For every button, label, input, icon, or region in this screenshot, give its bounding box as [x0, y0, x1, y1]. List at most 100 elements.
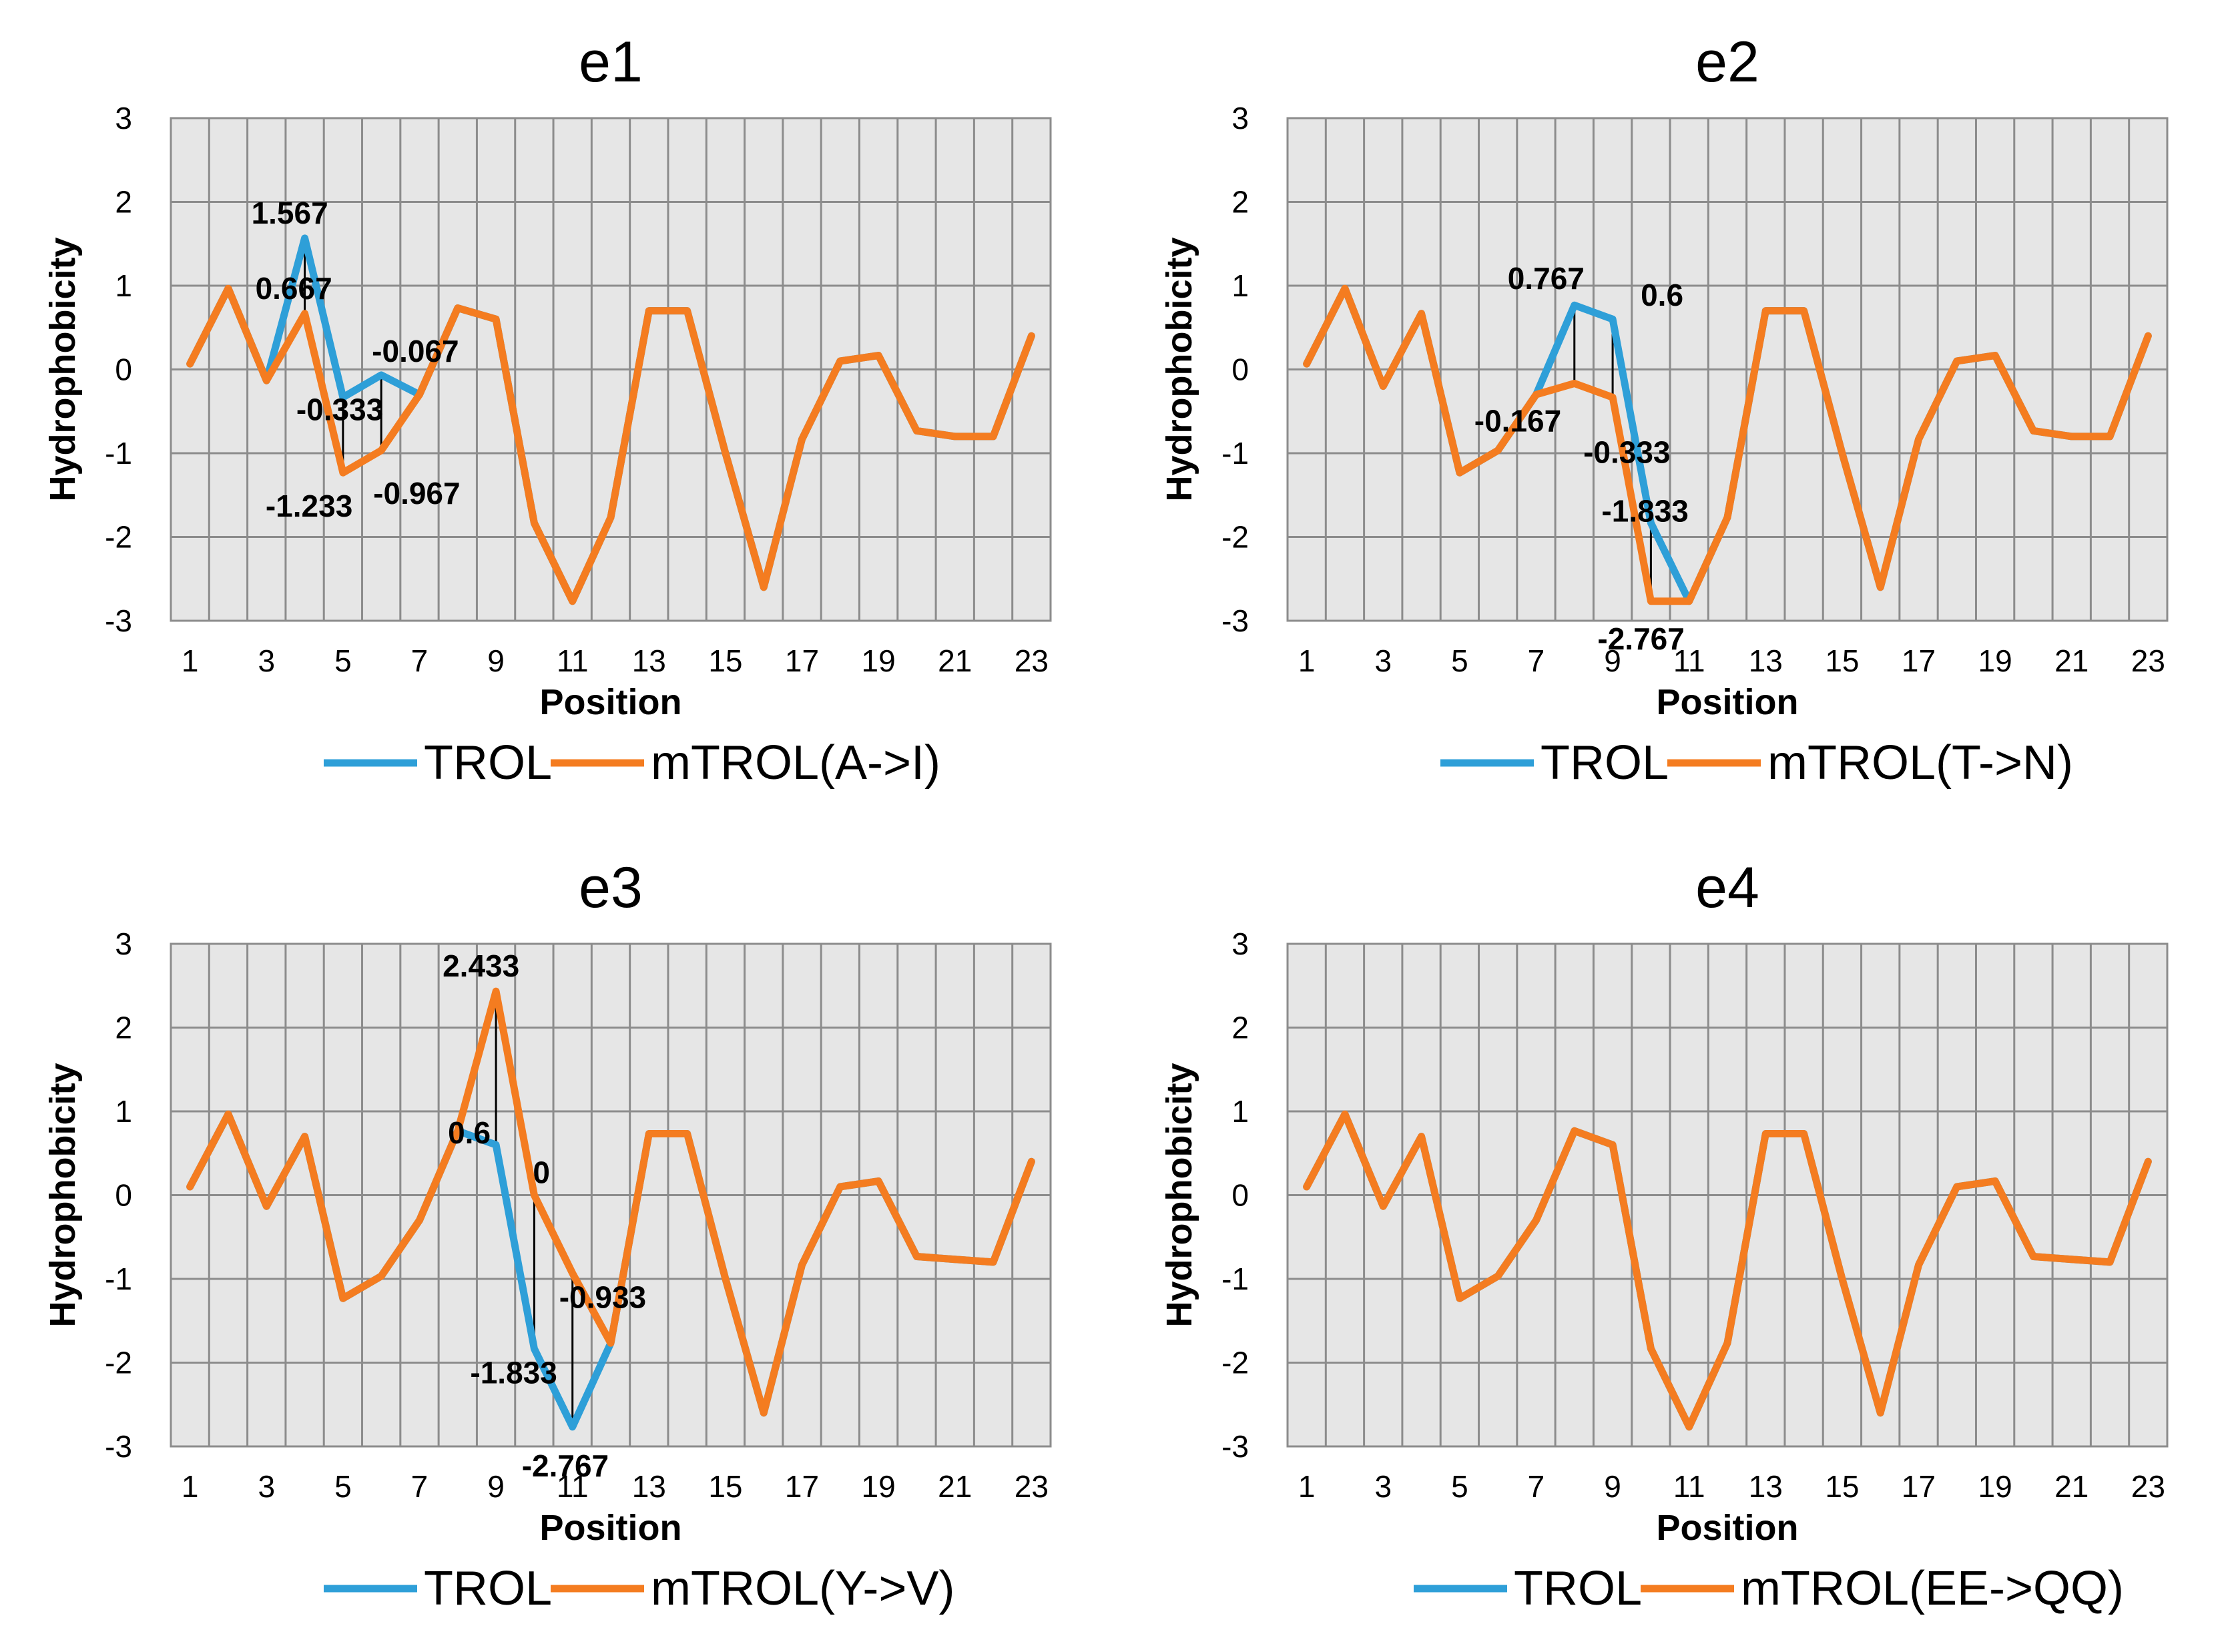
series-line-mtrol: [1303, 284, 2152, 605]
y-tick-label: -2: [105, 520, 132, 555]
chart-title: e3: [579, 856, 643, 920]
data-label: -2.767: [1597, 621, 1684, 656]
x-tick-label: 23: [1015, 1469, 1049, 1504]
x-tick-label: 19: [1978, 643, 2012, 678]
x-tick-label: 3: [1374, 1469, 1392, 1504]
x-tick-label: 9: [487, 643, 505, 678]
series-line-mtrol: [186, 284, 1035, 605]
legend: TROL mTROL(Y->V): [324, 1562, 954, 1615]
y-axis-label: Hydrophobicity: [1159, 1063, 1199, 1327]
legend: TROL mTROL(T->N): [1440, 736, 2073, 790]
x-tick-label: 17: [785, 643, 819, 678]
x-tick-label: 1: [182, 1469, 199, 1504]
y-tick-label: 0: [1231, 352, 1249, 387]
x-tick-label: 21: [938, 1469, 972, 1504]
x-tick-label: 9: [487, 1469, 505, 1504]
y-tick-label: -1: [1221, 1262, 1249, 1296]
x-axis-label: Position: [1657, 682, 1799, 722]
legend: TROL mTROL(A->I): [324, 736, 940, 790]
y-tick-label: 3: [1231, 101, 1249, 135]
data-label: 1.567: [252, 196, 328, 230]
x-tick-label: 13: [632, 643, 666, 678]
data-label: -0.167: [1474, 403, 1561, 438]
data-label: -0.333: [1583, 435, 1670, 469]
y-tick-label: 1: [115, 268, 132, 303]
x-tick-label: 7: [411, 1469, 429, 1504]
y-axis-label: Hydrophobicity: [43, 1063, 83, 1327]
chart-title: e4: [1695, 856, 1759, 920]
chart-panel-e2: e2 3 2 1 0 -1 -2 -3 1 3 5 7 9 11 13 15 17 19 21 23 Position H…: [1117, 0, 2233, 826]
x-tick-label: 1: [1298, 643, 1316, 678]
x-tick-label: 13: [1749, 643, 1783, 678]
x-tick-label: 9: [1604, 1469, 1621, 1504]
data-label: 0.667: [256, 271, 332, 306]
x-tick-label: 5: [1451, 1469, 1468, 1504]
x-tick-label: 23: [1015, 643, 1049, 678]
chart-title: e2: [1695, 30, 1759, 94]
data-label: 0.6: [448, 1115, 491, 1150]
x-tick-label: 3: [1374, 643, 1392, 678]
x-tick-label: 7: [1528, 643, 1545, 678]
x-tick-label: 15: [1825, 1469, 1859, 1504]
chart-panel-e3: e3 3 2 1 0 -1 -2 -3 1 3 5 7 9 11 13 15 17 19 21 23 Position H…: [0, 826, 1117, 1651]
data-label: -2.767: [522, 1448, 609, 1483]
x-axis-label: Position: [1657, 1508, 1799, 1548]
legend-label-mtrol: mTROL(A->I): [651, 736, 940, 790]
series-line-mtrol: [1303, 1110, 2152, 1431]
x-tick-label: 21: [2054, 1469, 2088, 1504]
data-label: -1.833: [1601, 494, 1688, 529]
x-tick-label: 23: [2131, 1469, 2165, 1504]
legend-label-mtrol: mTROL(Y->V): [651, 1562, 954, 1615]
x-tick-label: 5: [334, 1469, 352, 1504]
x-tick-label: 1: [182, 643, 199, 678]
y-tick-label: -1: [105, 436, 132, 471]
y-tick-label: -3: [105, 603, 132, 638]
data-label: -0.333: [296, 392, 383, 427]
data-label: -1.233: [266, 489, 352, 523]
x-tick-label: 15: [708, 643, 742, 678]
y-tick-label: -3: [1221, 1429, 1249, 1464]
data-label: -0.967: [373, 476, 460, 511]
data-label: 0.6: [1641, 278, 1683, 312]
y-tick-label: 1: [1231, 268, 1249, 303]
y-tick-label: 0: [115, 1178, 132, 1213]
x-tick-label: 11: [1673, 643, 1705, 678]
x-tick-label: 13: [632, 1469, 666, 1504]
y-tick-label: -1: [1221, 436, 1249, 471]
chart-panel-e4: e4 3 2 1 0 -1 -2 -3 1 3 5 7 9 11 13 15 17 19 21 23 Position H…: [1117, 826, 2233, 1651]
legend-label-trol: TROL: [1514, 1562, 1642, 1615]
legend-label-trol: TROL: [1541, 736, 1669, 790]
y-tick-label: -1: [105, 1262, 132, 1296]
data-label: -0.067: [372, 334, 459, 368]
x-tick-label: 17: [1902, 1469, 1936, 1504]
series-line-mtrol: [186, 987, 1035, 1417]
y-tick-label: -2: [1221, 520, 1249, 555]
x-axis-label: Position: [540, 682, 682, 722]
y-tick-label: -2: [105, 1346, 132, 1380]
data-label: 2.433: [443, 948, 519, 983]
y-axis-label: Hydrophobicity: [43, 237, 83, 501]
x-tick-label: 15: [708, 1469, 742, 1504]
x-tick-label: 15: [1825, 643, 1859, 678]
y-tick-label: 3: [115, 926, 132, 961]
y-tick-label: 1: [115, 1094, 132, 1129]
y-tick-label: 1: [1231, 1094, 1249, 1129]
x-tick-label: 13: [1749, 1469, 1783, 1504]
x-tick-label: 1: [1298, 1469, 1316, 1504]
legend-label-mtrol: mTROL(EE->QQ): [1741, 1562, 2124, 1615]
x-tick-label: 9: [1604, 643, 1621, 678]
y-tick-label: 2: [1231, 185, 1249, 220]
x-tick-label: 23: [2131, 643, 2165, 678]
y-tick-label: -2: [1221, 1346, 1249, 1380]
y-tick-label: 2: [1231, 1011, 1249, 1045]
x-tick-label: 5: [1451, 643, 1468, 678]
x-tick-label: 19: [1978, 1469, 2012, 1504]
x-tick-label: 21: [938, 643, 972, 678]
y-tick-label: 0: [1231, 1178, 1249, 1213]
y-axis-label: Hydrophobicity: [1159, 237, 1199, 501]
x-axis-label: Position: [540, 1508, 682, 1548]
y-tick-label: 0: [115, 352, 132, 387]
